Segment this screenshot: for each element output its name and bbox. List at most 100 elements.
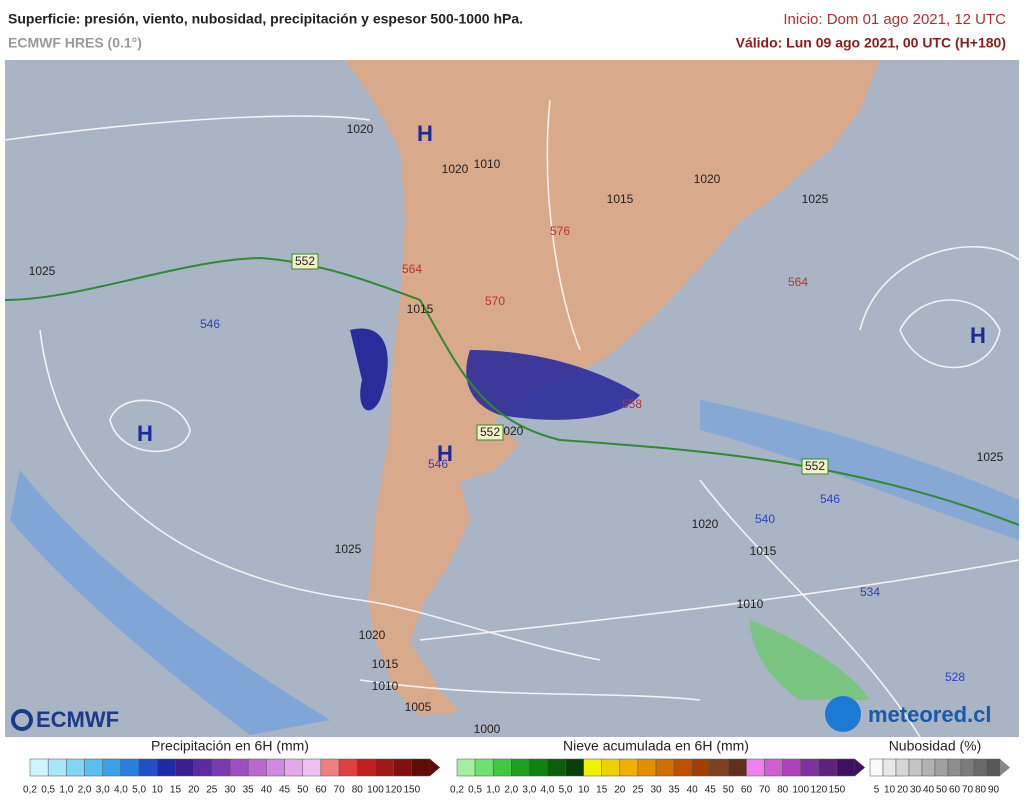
legend-swatch [673, 758, 693, 777]
legend-swatch [229, 758, 249, 777]
label-box [476, 424, 504, 441]
legend-swatch [601, 758, 621, 777]
legend-swatch [157, 758, 176, 777]
legend-label: 50 [936, 785, 948, 796]
legend-swatch [120, 758, 140, 777]
high-marker: H [137, 421, 153, 446]
legend-swatch [986, 758, 1001, 777]
thickness-label: 558 [622, 397, 642, 411]
legend-swatch [691, 758, 711, 777]
legend-label: 40 [923, 785, 935, 796]
high-marker: H [417, 121, 433, 146]
meteored-icon [825, 696, 861, 732]
legend-label: 45 [705, 785, 717, 796]
thickness-label: 576 [550, 224, 570, 238]
isobar-label: 1025 [335, 542, 362, 556]
isobar-label: 1015 [750, 544, 777, 558]
legend-label: 50 [297, 785, 309, 796]
map: ECMWF meteored.cl [4, 60, 1020, 738]
legend-swatch [895, 758, 910, 777]
thickness-label: 534 [860, 585, 880, 599]
legend-label: 20 [897, 785, 909, 796]
legend-swatch [746, 758, 765, 777]
thickness-label: 570 [485, 294, 505, 308]
precip-core [350, 328, 388, 411]
map-labels: H H H H 1020 1020 1010 1015 1020 1025 1025 1015 1020… [29, 121, 1004, 736]
isobar-label: 1020 [692, 517, 719, 531]
legend-swatch [193, 758, 213, 777]
legend-swatch [284, 758, 303, 777]
valid-time: Válido: Lun 09 ago 2021, 00 UTC (H+180) [736, 35, 1006, 51]
legend-label: 35 [243, 785, 255, 796]
legend-swatch [934, 758, 949, 777]
start-time: Inicio: Dom 01 ago 2021, 12 UTC [783, 11, 1006, 28]
legend-swatch [547, 758, 566, 777]
legend-label: 60 [949, 785, 961, 796]
legend-arrow [430, 759, 440, 776]
isobar-label: 1010 [372, 679, 399, 693]
legend-label: 150 [403, 785, 420, 796]
legend-label: 120 [810, 785, 827, 796]
thickness-label: 528 [945, 670, 965, 684]
legend-swatch [29, 758, 49, 777]
legend-label: 4,0 [541, 785, 555, 796]
legend-label: 2,0 [78, 785, 92, 796]
legend-swatch [565, 758, 584, 777]
legend-swatch [921, 758, 936, 777]
legend-label: 30 [224, 785, 236, 796]
legend-swatch [728, 758, 747, 777]
legend-label: 70 [759, 785, 771, 796]
legend-label: 25 [206, 785, 218, 796]
legend-title: Nubosidad (%) [889, 738, 982, 754]
legend-swatch [836, 758, 856, 777]
legend-swatch [411, 758, 431, 777]
legend-label: 35 [669, 785, 681, 796]
legend-swatch [302, 758, 322, 777]
label-box [801, 458, 829, 475]
legend-label: 150 [829, 785, 846, 796]
legend-label: 1,0 [59, 785, 73, 796]
legend-swatch [947, 758, 962, 777]
legend-swatch [84, 758, 103, 777]
legend-swatch [782, 758, 801, 777]
legend-label: 70 [334, 785, 346, 796]
thickness-label: 552 [295, 254, 315, 268]
precip-core [466, 350, 640, 420]
legend-label: 1,0 [486, 785, 500, 796]
thickness-label: 546 [200, 317, 220, 331]
legend-label: 0,2 [23, 785, 37, 796]
isobar-label: 1015 [607, 192, 634, 206]
legend-label: 80 [352, 785, 364, 796]
legend-swatch [102, 758, 122, 777]
thickness-label: 564 [788, 275, 808, 289]
legend-swatch [818, 758, 838, 777]
isobar-label: 1025 [977, 450, 1004, 464]
legend-swatch [247, 758, 267, 777]
legend-label: 80 [975, 785, 987, 796]
ecmwf-icon [11, 709, 33, 731]
legend-swatch [800, 758, 820, 777]
legend-label: 5,0 [132, 785, 146, 796]
legend-swatch [474, 758, 494, 777]
thickness-label: 564 [402, 262, 422, 276]
label-box [291, 253, 319, 270]
legend-label: 60 [741, 785, 753, 796]
legend-label: 40 [261, 785, 273, 796]
legend-swatch [47, 758, 67, 777]
legend-swatch [357, 758, 376, 777]
legend-swatch [655, 758, 675, 777]
isobar-label: 1010 [474, 157, 501, 171]
legend-swatch [175, 758, 194, 777]
isobar-label: 1025 [29, 264, 56, 278]
legend-swatch [882, 758, 897, 777]
legend-swatch [492, 758, 512, 777]
legend-arrow [855, 759, 865, 776]
legend-swatch [138, 758, 158, 777]
legend-label: 20 [188, 785, 200, 796]
legend-title: Nieve acumulada en 6H (mm) [563, 738, 749, 754]
legend-label: 80 [777, 785, 789, 796]
isobar-label: 1015 [372, 657, 399, 671]
legend-label: 0,2 [450, 785, 464, 796]
legend-label: 0,5 [468, 785, 482, 796]
legend-title: Precipitación en 6H (mm) [151, 738, 309, 754]
